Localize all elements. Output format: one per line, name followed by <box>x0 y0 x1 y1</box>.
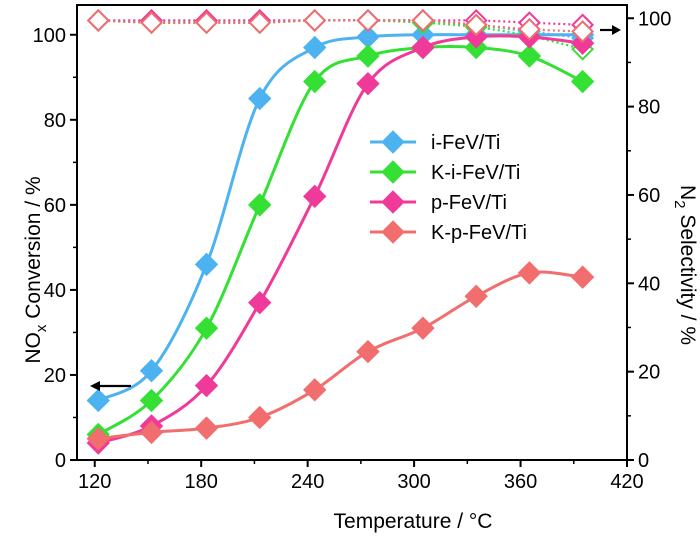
y2-tick-label: 60 <box>638 185 660 207</box>
y2-tick-label: 20 <box>638 362 660 384</box>
series-i-FeV/Ti <box>86 9 595 413</box>
selectivity-point <box>411 9 435 32</box>
y-tick-label: 20 <box>44 365 66 387</box>
x-tick-label: 240 <box>291 471 324 493</box>
conversion-point <box>356 71 380 96</box>
y-tick-label: 60 <box>44 195 66 217</box>
selectivity-line <box>98 19 583 33</box>
selectivity-point <box>464 13 488 37</box>
conversion-point <box>86 427 110 451</box>
legend-label: K-i-FeV/Ti <box>431 162 520 184</box>
y-tick-label: 80 <box>44 110 66 132</box>
axes-layer: 120 180 240 300 360 4200204060801000204060801… <box>33 4 671 493</box>
right-axis-arrow-icon <box>612 25 621 35</box>
selectivity-point <box>303 9 327 32</box>
x-tick-label: 420 <box>610 471 643 493</box>
x-tick-label: 360 <box>504 471 537 493</box>
y-tick-label: 40 <box>44 280 66 302</box>
legend-marker <box>381 220 405 244</box>
selectivity-point <box>86 9 110 32</box>
conversion-point <box>139 358 164 383</box>
selectivity-line <box>98 19 583 26</box>
y2-axis-title: N2 Selectivity / % <box>671 185 699 345</box>
plot-frame <box>76 4 628 461</box>
y-tick-label: 100 <box>33 25 66 47</box>
y2-tick-label: 100 <box>638 8 671 30</box>
conversion-point <box>356 44 380 68</box>
conversion-point <box>464 284 488 308</box>
conversion-point <box>194 373 219 398</box>
conversion-point <box>570 31 595 55</box>
conversion-point <box>356 339 380 364</box>
conversion-point <box>303 69 327 94</box>
conversion-point <box>303 378 327 402</box>
y2-tick-label: 0 <box>638 450 649 472</box>
y-tick-label: 0 <box>55 450 66 472</box>
legend-marker <box>381 160 405 184</box>
x-axis-title: Temperature / °C <box>334 510 493 533</box>
legend-label: p-FeV/Ti <box>431 192 507 214</box>
legend-label: i-FeV/Ti <box>431 132 500 154</box>
conversion-point <box>411 35 435 60</box>
conversion-point <box>194 316 219 340</box>
conversion-point <box>248 405 272 430</box>
conversion-point <box>570 69 595 94</box>
selectivity-point <box>571 20 595 43</box>
conversion-point <box>517 261 542 285</box>
conversion-line <box>97 33 583 402</box>
legend-label: K-p-FeV/Ti <box>431 222 527 244</box>
conversion-point <box>248 86 272 111</box>
conversion-point <box>303 35 327 60</box>
legend-marker <box>381 190 405 214</box>
selectivity-point <box>140 11 163 35</box>
conversion-point <box>464 25 488 49</box>
selectivity-point <box>356 9 380 32</box>
legend: i-FeV/Ti K-i-FeV/Ti p-FeV/Ti K-p-FeV/Ti <box>370 130 527 244</box>
x-tick-label: 180 <box>185 471 218 493</box>
left-axis-arrow-icon <box>90 381 100 391</box>
y2-tick-label: 40 <box>638 273 660 295</box>
conversion-point <box>411 316 435 340</box>
x-tick-label: 300 <box>397 471 430 493</box>
x-tick-label: 120 <box>78 471 111 493</box>
conversion-point <box>139 388 164 413</box>
conversion-point <box>139 420 164 445</box>
series-layer <box>86 9 595 455</box>
conversion-point <box>86 388 110 413</box>
conversion-point <box>248 290 272 315</box>
conversion-point <box>194 252 219 277</box>
conversion-point <box>194 416 219 440</box>
selectivity-point <box>195 11 218 35</box>
selectivity-point <box>248 11 272 35</box>
selectivity-point <box>518 17 541 41</box>
y2-tick-label: 80 <box>638 97 660 119</box>
conversion-point <box>303 184 327 209</box>
series-K-p-FeV/Ti <box>86 9 595 451</box>
conversion-point <box>517 44 542 68</box>
conversion-point <box>570 265 595 289</box>
conversion-point <box>248 193 272 217</box>
y-axis-title: NOx Conversion / % <box>22 176 50 363</box>
legend-marker <box>381 130 405 154</box>
conversion-line <box>97 34 583 445</box>
conversion-line <box>98 270 583 441</box>
